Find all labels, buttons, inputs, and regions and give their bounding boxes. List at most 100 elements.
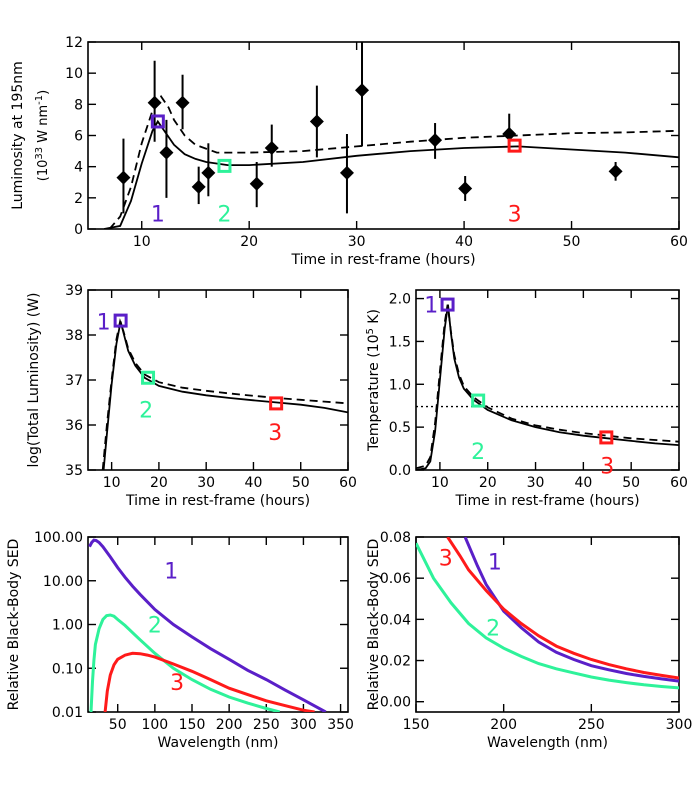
y-tick-label: 10.00 bbox=[43, 574, 83, 590]
curves bbox=[416, 537, 679, 690]
data-point-diamond bbox=[116, 170, 131, 185]
marker-label-3: 3 bbox=[600, 455, 614, 480]
sed-curve-1 bbox=[463, 537, 679, 683]
x-tick-label: 10 bbox=[431, 475, 449, 491]
curve-label-3: 3 bbox=[439, 547, 453, 572]
y-tick-label: 36 bbox=[65, 418, 83, 434]
marker-square-2 bbox=[217, 158, 232, 173]
marker-square-2 bbox=[471, 393, 486, 408]
y-tick-label: 1.0 bbox=[389, 377, 411, 393]
y-tick-label: 0.04 bbox=[380, 612, 411, 628]
y-tick-label: 0.02 bbox=[380, 654, 411, 670]
x-tick-label: 50 bbox=[622, 475, 640, 491]
y-tick-label: 10 bbox=[65, 66, 83, 82]
data-point-diamond bbox=[458, 181, 473, 196]
y-tick-label: 0.5 bbox=[389, 420, 411, 436]
sed-curve-3 bbox=[103, 651, 315, 712]
y-tick-label: 1.00 bbox=[52, 618, 83, 634]
marker-square-3 bbox=[599, 430, 614, 445]
y-axis-unit-label: (1033 W nm-1) bbox=[34, 90, 51, 181]
x-tick-label: 30 bbox=[527, 475, 545, 491]
sed-curve-3 bbox=[446, 537, 679, 680]
marker-label-2: 2 bbox=[217, 202, 231, 227]
y-tick-label: 35 bbox=[65, 463, 83, 479]
x-tick-label: 60 bbox=[670, 234, 688, 250]
data-point-diamond bbox=[608, 164, 623, 179]
data-point-diamond bbox=[428, 133, 443, 148]
x-tick-label: 60 bbox=[670, 475, 688, 491]
sed-linear-panel: 150 200 250 300 0.00 0.02 0.04 0.06 0.08 Waveleng… bbox=[366, 530, 692, 751]
x-tick-label: 50 bbox=[563, 234, 581, 250]
y-tick-label: 37 bbox=[65, 373, 83, 389]
curve-label-1: 1 bbox=[488, 551, 502, 576]
sed-log-panel: 50 100 150 200 250 300 350 0.01 0.10 1.00 10.00 100… bbox=[6, 530, 354, 751]
curves bbox=[101, 318, 348, 470]
x-tick-label: 300 bbox=[290, 717, 317, 733]
x-tick-label: 100 bbox=[141, 717, 168, 733]
marker-label-2: 2 bbox=[139, 398, 153, 423]
x-tick-label: 50 bbox=[292, 475, 310, 491]
marker-label-1: 1 bbox=[424, 294, 438, 319]
plot-frame bbox=[87, 536, 349, 713]
x-tick-label: 40 bbox=[455, 234, 473, 250]
marker-label-1: 1 bbox=[151, 202, 165, 227]
y-unit-part: -1 bbox=[34, 95, 45, 105]
data-point-diamond bbox=[191, 179, 206, 194]
x-axis-label: Time in rest-frame (hours) bbox=[125, 493, 310, 509]
model-dashed-line bbox=[108, 94, 679, 229]
y-tick-label: 6 bbox=[74, 129, 83, 145]
marker-label-1: 1 bbox=[97, 311, 111, 336]
marker-square-2 bbox=[141, 370, 156, 385]
y-tick-label: 0.0 bbox=[389, 463, 411, 479]
y-tick-label: 0 bbox=[74, 222, 83, 238]
curve-label-2: 2 bbox=[486, 617, 500, 642]
x-axis-label: Time in rest-frame (hours) bbox=[454, 493, 639, 509]
x-tick-label: 50 bbox=[109, 717, 127, 733]
y-tick-label: 2.0 bbox=[389, 292, 411, 308]
y-tick-label: 38 bbox=[65, 328, 83, 344]
model-solid-line bbox=[416, 304, 679, 470]
sed-curve-1 bbox=[88, 538, 327, 712]
plot-frame bbox=[415, 536, 680, 713]
y-label-sup: 5 bbox=[365, 328, 376, 334]
marker-label-3: 3 bbox=[508, 202, 522, 227]
y-axis-label: Luminosity at 195nm bbox=[10, 61, 26, 210]
y-axis-label: Temperature (105 K) bbox=[365, 309, 382, 452]
total-luminosity-panel: 10 20 30 40 50 60 35 36 37 38 39 Time in rest-frame… bbox=[26, 283, 357, 509]
curve-label-2: 2 bbox=[148, 614, 162, 639]
y-tick-label: 8 bbox=[74, 97, 83, 113]
marker-square-1 bbox=[440, 297, 455, 312]
marker-square-3 bbox=[507, 138, 522, 153]
y-tick-label: 4 bbox=[74, 160, 83, 176]
marker-square-1 bbox=[113, 313, 128, 328]
x-tick-label: 200 bbox=[216, 717, 243, 733]
x-tick-label: 30 bbox=[348, 234, 366, 250]
model-solid-line bbox=[102, 321, 348, 470]
model-dashed-line bbox=[416, 304, 679, 470]
y-unit-part: 33 bbox=[34, 147, 45, 160]
data-point-diamond bbox=[249, 176, 264, 191]
y-unit-part: ) bbox=[36, 90, 51, 95]
y-tick-label: 0.06 bbox=[380, 571, 411, 587]
x-tick-label: 20 bbox=[479, 475, 497, 491]
marker-label-2: 2 bbox=[471, 440, 485, 465]
x-tick-label: 300 bbox=[666, 717, 693, 733]
x-tick-label: 250 bbox=[253, 717, 280, 733]
curves bbox=[88, 538, 327, 712]
x-axis-label: Wavelength (nm) bbox=[487, 735, 608, 751]
data-point-diamond bbox=[309, 114, 324, 129]
sed-curve-2 bbox=[416, 542, 679, 690]
data-point-diamond bbox=[264, 140, 279, 155]
y-label-part: Temperature (10 bbox=[366, 335, 382, 452]
x-tick-label: 40 bbox=[245, 475, 263, 491]
y-tick-label: 39 bbox=[65, 283, 83, 299]
x-tick-label: 30 bbox=[197, 475, 215, 491]
data-point-diamond bbox=[502, 126, 517, 141]
y-label-part: K) bbox=[366, 309, 382, 328]
data-point-diamond bbox=[355, 83, 370, 98]
marker-square-3 bbox=[269, 396, 284, 411]
x-axis-label: Wavelength (nm) bbox=[158, 735, 279, 751]
data-point-diamond bbox=[339, 165, 354, 180]
